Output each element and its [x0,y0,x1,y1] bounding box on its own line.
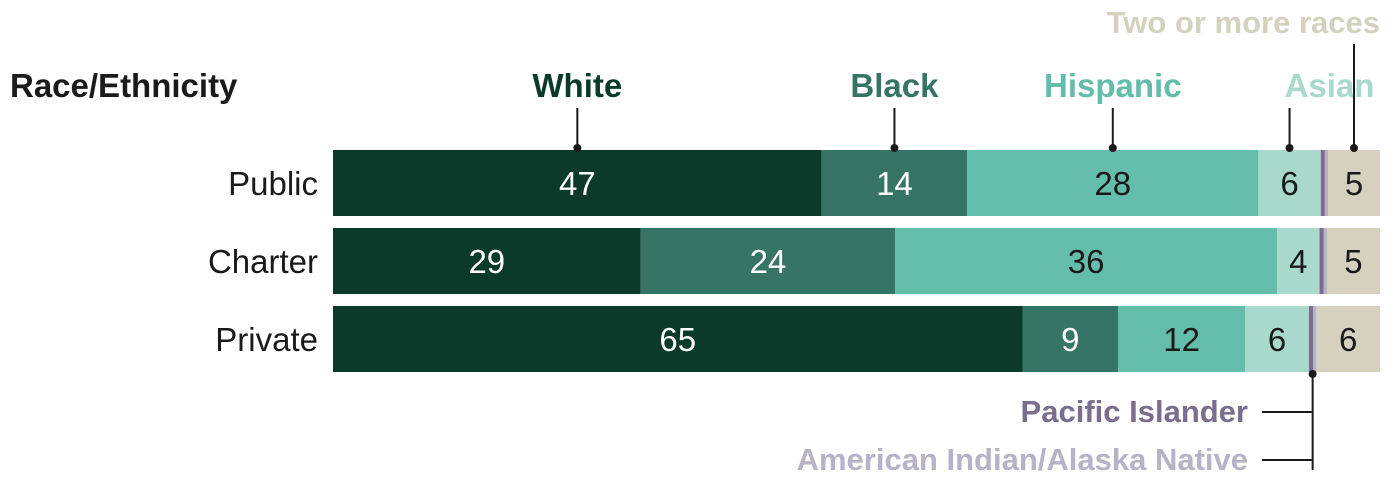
callout-label-asian: Asian [1285,67,1375,104]
data-label-private-hispanic: 12 [1163,321,1200,358]
bar-charter-pacific-islander [1319,228,1324,294]
data-label-public-hispanic: 28 [1094,165,1131,202]
bar-private-asian [1245,306,1309,372]
bars-layer [333,150,1380,372]
data-label-private-asian: 6 [1268,321,1286,358]
bar-public-hispanic [967,150,1259,216]
callout-label-american-indian-alaska-native: American Indian/Alaska Native [797,442,1248,477]
data-label-charter-white: 29 [468,243,505,280]
chart-title: Race/Ethnicity [10,67,238,104]
callout-label-two-or-more-races: Two or more races [1107,5,1380,40]
callout-dot-bottom [1308,370,1317,378]
data-label-charter-two-or-more-races: 5 [1344,243,1362,280]
data-label-public-black: 14 [876,165,913,202]
bar-private-black [1022,306,1118,372]
bar-public-pacific-islander [1320,150,1325,216]
callout-label-hispanic: Hispanic [1044,67,1182,104]
bar-private-pacific-islander [1308,306,1314,372]
data-label-private-black: 9 [1061,321,1079,358]
callout-label-pacific-islander: Pacific Islander [1021,394,1248,429]
bar-public-asian [1258,150,1321,216]
category-label-public: Public [228,165,318,202]
data-label-public-asian: 6 [1280,165,1298,202]
callout-label-black: Black [850,67,939,104]
bar-private-two-or-more-races [1316,306,1380,372]
bar-charter-hispanic [895,228,1278,294]
callouts-layer: White Black Hispanic Asian Two or more races… [532,5,1380,477]
bar-public-american-indian-alaska-native [1324,150,1329,216]
bar-charter-american-indian-alaska-native [1323,228,1327,294]
data-label-private-two-or-more-races: 6 [1339,321,1357,358]
data-label-charter-black: 24 [750,243,787,280]
category-label-charter: Charter [208,243,318,280]
callout-dot-asian [1285,144,1294,152]
bar-public-white [333,150,822,216]
bar-charter-two-or-more-races [1326,228,1380,294]
bar-charter-white [333,228,641,294]
bar-private-american-indian-alaska-native [1313,306,1317,372]
bar-public-two-or-more-races [1328,150,1380,216]
callout-dot-hispanic [1108,144,1117,152]
callout-dot-white [573,144,582,152]
callout-dot-black [890,144,899,152]
data-label-public-two-or-more-races: 5 [1345,165,1363,202]
data-label-charter-asian: 4 [1289,243,1307,280]
bar-private-white [333,306,1023,372]
callout-label-white: White [532,67,622,104]
data-label-private-white: 65 [659,321,696,358]
bar-private-hispanic [1117,306,1246,372]
bar-charter-black [640,228,896,294]
data-label-charter-hispanic: 36 [1068,243,1105,280]
bar-public-black [821,150,968,216]
data-label-public-white: 47 [559,165,596,202]
bar-charter-asian [1277,228,1320,294]
category-label-private: Private [215,321,318,358]
callout-dot-two-or-more-races [1350,144,1359,152]
